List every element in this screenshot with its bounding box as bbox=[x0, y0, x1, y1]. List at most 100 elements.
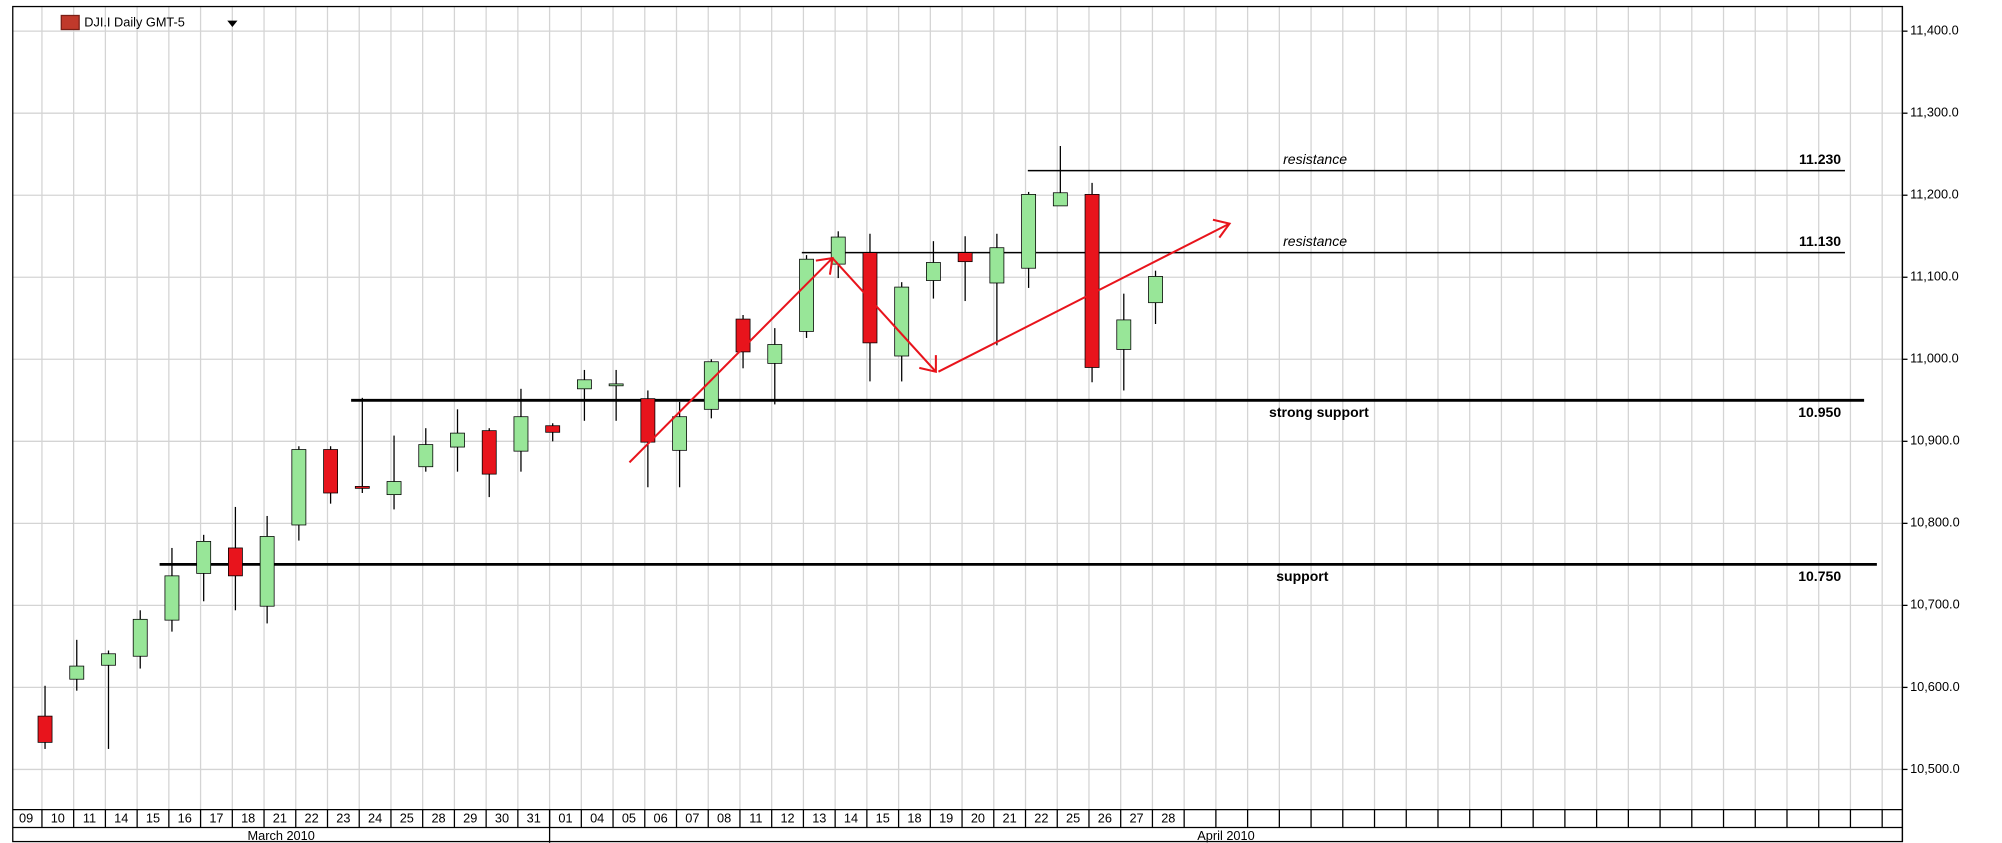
x-tick-label: 22 bbox=[305, 811, 319, 826]
x-tick-label: 20 bbox=[971, 811, 985, 826]
candles bbox=[37, 145, 1163, 749]
x-tick-label: 08 bbox=[717, 811, 731, 826]
x-tick-label: 07 bbox=[685, 811, 699, 826]
candle-body bbox=[323, 449, 338, 494]
x-tick-label: 18 bbox=[907, 811, 921, 826]
candle-body bbox=[989, 247, 1005, 284]
x-tick-label: 26 bbox=[1098, 811, 1112, 826]
x-tick-label: 11 bbox=[83, 811, 96, 826]
trend-arrows bbox=[628, 218, 1232, 464]
x-tick-label: 19 bbox=[939, 811, 953, 826]
x-tick-label: 29 bbox=[463, 811, 477, 826]
y-tick-label: 10,500.0 bbox=[1910, 761, 1960, 776]
x-tick-label: 16 bbox=[178, 811, 192, 826]
candle-body bbox=[1021, 194, 1037, 269]
symbol-header: DJI.I Daily GMT-5 bbox=[60, 14, 238, 31]
candle-body bbox=[164, 575, 180, 621]
candle-body bbox=[481, 430, 497, 475]
candle-body bbox=[577, 379, 592, 390]
y-tick-label: 10,700.0 bbox=[1910, 597, 1960, 612]
arrow bbox=[831, 257, 937, 373]
x-tick-label: 28 bbox=[1161, 811, 1175, 826]
x-tick-label: 21 bbox=[1003, 811, 1017, 826]
x-tick-label: 14 bbox=[844, 811, 858, 826]
candle-body bbox=[640, 398, 656, 443]
level-name: resistance bbox=[1283, 151, 1347, 167]
y-tick-label: 10,800.0 bbox=[1910, 515, 1960, 530]
x-tick-label: 15 bbox=[146, 811, 160, 826]
x-tick-label: 28 bbox=[431, 811, 445, 826]
level-value: 10.750 bbox=[1798, 568, 1841, 584]
candle-body bbox=[228, 547, 243, 577]
candle-body bbox=[545, 425, 561, 433]
candle-body bbox=[450, 432, 465, 448]
candle-body bbox=[1148, 276, 1163, 304]
x-tick-label: 13 bbox=[812, 811, 826, 826]
symbol-icon bbox=[60, 14, 80, 31]
level-name: support bbox=[1276, 568, 1329, 584]
candle-body bbox=[608, 383, 624, 387]
candle-body bbox=[767, 344, 783, 364]
y-tick-label: 11,200.0 bbox=[1910, 187, 1959, 202]
x-tick-label: 22 bbox=[1034, 811, 1048, 826]
x-tick-label: 21 bbox=[273, 811, 287, 826]
x-tick-label: 05 bbox=[622, 811, 636, 826]
candle-body bbox=[799, 258, 814, 332]
x-tick-label: 24 bbox=[368, 811, 382, 826]
levels: resistance 11.230 resistance 11.130 strong s… bbox=[159, 151, 1877, 584]
level-value: 11.130 bbox=[1799, 233, 1841, 249]
candle-body bbox=[291, 449, 307, 526]
y-tick-label: 10,900.0 bbox=[1910, 433, 1960, 448]
level-name: resistance bbox=[1283, 233, 1347, 249]
x-tick-label: 15 bbox=[876, 811, 890, 826]
candle-body bbox=[354, 486, 370, 489]
x-tick-label: 25 bbox=[400, 811, 414, 826]
x-tick-label: 14 bbox=[114, 811, 128, 826]
arrow-head bbox=[1212, 218, 1232, 239]
candle-body bbox=[894, 286, 910, 357]
y-tick-label: 11,300.0 bbox=[1910, 105, 1959, 120]
x-tick-label: 30 bbox=[495, 811, 509, 826]
candle-body bbox=[672, 416, 688, 451]
x-tick-label: 25 bbox=[1066, 811, 1080, 826]
candle-body bbox=[926, 262, 941, 281]
candle-body bbox=[101, 653, 116, 666]
candle-body bbox=[132, 618, 148, 657]
arrow bbox=[628, 257, 834, 464]
x-tick-label: 11 bbox=[749, 811, 762, 826]
x-tick-label: 04 bbox=[590, 811, 604, 826]
candle-body bbox=[69, 665, 85, 680]
candle-body bbox=[1116, 319, 1132, 350]
dropdown-arrow[interactable] bbox=[227, 20, 238, 27]
grid-layer bbox=[12, 6, 1903, 810]
x-tick-label: 23 bbox=[336, 811, 350, 826]
candle-body bbox=[37, 715, 53, 743]
candle-body bbox=[1052, 192, 1068, 207]
x-tick-label: 27 bbox=[1129, 811, 1143, 826]
axis-layer: 10,500.0 10,600.0 10,700.0 10,800.0 10,900.0… bbox=[19, 23, 1960, 843]
level-value: 11.230 bbox=[1799, 151, 1841, 167]
x-tick-label: 10 bbox=[51, 811, 65, 826]
candle-body bbox=[957, 252, 973, 263]
candle-body bbox=[1084, 194, 1100, 368]
y-tick-label: 10,600.0 bbox=[1910, 679, 1960, 694]
x-tick-label: 17 bbox=[209, 811, 223, 826]
y-tick-label: 11,000.0 bbox=[1910, 351, 1959, 366]
month-label: March 2010 bbox=[248, 828, 315, 843]
x-tick-label: 06 bbox=[654, 811, 668, 826]
level-value: 10.950 bbox=[1798, 404, 1841, 420]
level-name: strong support bbox=[1269, 404, 1369, 420]
x-tick-label: 01 bbox=[558, 811, 572, 826]
candle-body bbox=[513, 416, 529, 452]
x-tick-label: 12 bbox=[780, 811, 794, 826]
y-tick-label: 11,400.0 bbox=[1910, 23, 1959, 38]
y-tick-label: 11,100.0 bbox=[1910, 269, 1959, 284]
month-label: April 2010 bbox=[1197, 828, 1254, 843]
candle-body bbox=[862, 252, 878, 344]
symbol-title: DJI.I Daily GMT-5 bbox=[84, 15, 185, 30]
candle-body bbox=[196, 541, 212, 574]
x-tick-label: 31 bbox=[527, 811, 541, 826]
arrow bbox=[937, 222, 1231, 373]
